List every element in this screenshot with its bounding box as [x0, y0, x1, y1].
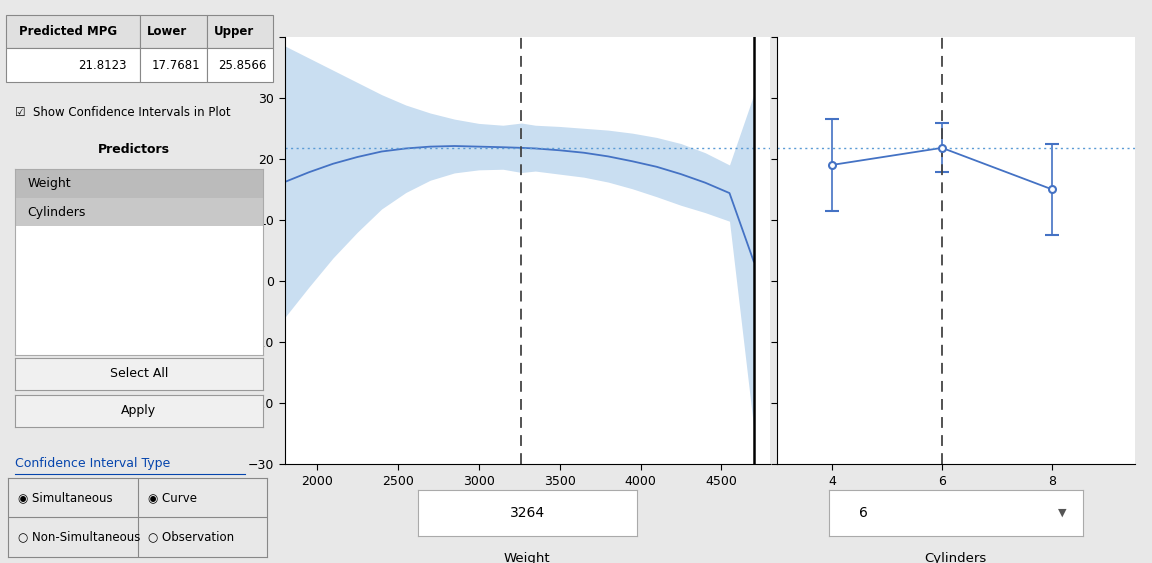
Text: 6: 6 [859, 506, 869, 520]
Text: Predictors: Predictors [98, 142, 169, 156]
Text: Apply: Apply [121, 404, 157, 418]
Text: Select All: Select All [109, 367, 168, 381]
Text: Weight: Weight [503, 552, 551, 563]
Bar [15, 169, 263, 198]
Text: ○ Observation: ○ Observation [147, 530, 234, 544]
Text: 3264: 3264 [509, 506, 545, 520]
Text: Cylinders: Cylinders [925, 552, 987, 563]
Bar [15, 198, 263, 226]
Text: ◉ Simultaneous: ◉ Simultaneous [18, 491, 113, 504]
Text: ▼: ▼ [1058, 508, 1067, 518]
Text: Confidence Interval Type: Confidence Interval Type [15, 457, 170, 471]
Text: ☑  Show Confidence Intervals in Plot: ☑ Show Confidence Intervals in Plot [15, 106, 230, 119]
Text: Weight: Weight [28, 177, 71, 190]
Text: Cylinders: Cylinders [28, 205, 85, 218]
Text: ○ Non-Simultaneous: ○ Non-Simultaneous [18, 530, 141, 544]
Text: ◉ Curve: ◉ Curve [147, 491, 197, 504]
